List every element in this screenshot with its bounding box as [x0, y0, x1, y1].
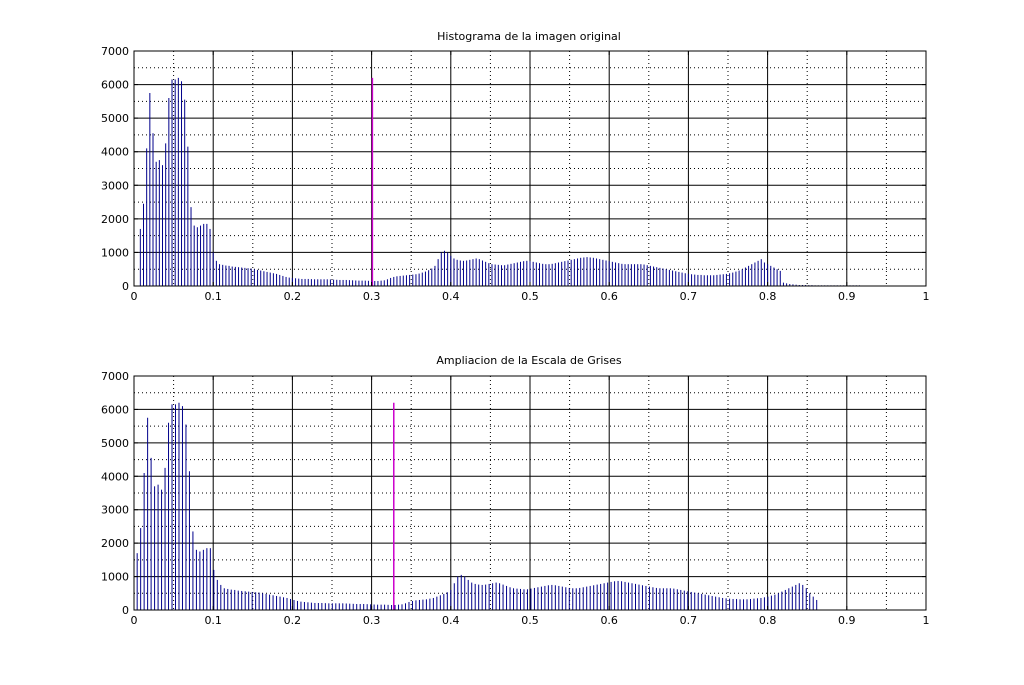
x-tick-label: 0.2 — [284, 290, 302, 303]
y-axis: 0 1000 2000 3000 4000 5000 6000 7000 — [101, 45, 926, 293]
x-tick-label: 0.8 — [759, 290, 777, 303]
histogram-expanded-chart: Ampliacion de la Escala de Grises 0 0.1 0.… — [101, 354, 930, 627]
x-tick-label: 0.6 — [600, 290, 618, 303]
bars — [136, 402, 818, 610]
y-tick-label: 4000 — [101, 146, 129, 159]
y-tick-label: 7000 — [101, 45, 129, 58]
chart-title: Ampliacion de la Escala de Grises — [436, 354, 622, 367]
x-tick-label: 1 — [923, 290, 930, 303]
y-tick-label: 5000 — [101, 112, 129, 125]
histogram-original-chart: Histograma de la imagen original 0 0.1 0.2… — [101, 30, 930, 303]
x-tick-label: 0.9 — [838, 290, 856, 303]
x-tick-label: 0.7 — [680, 290, 698, 303]
bars — [139, 77, 860, 286]
x-tick-label: 0.9 — [838, 614, 856, 627]
y-tick-label: 1000 — [101, 246, 129, 259]
y-tick-label: 2000 — [101, 213, 129, 226]
y-tick-label: 7000 — [101, 370, 129, 383]
x-tick-label: 0 — [131, 614, 138, 627]
x-tick-label: 0.5 — [521, 290, 539, 303]
x-tick-label: 0.1 — [204, 614, 222, 627]
x-axis: 0 0.1 0.2 0.3 0.4 0.5 0.6 0.7 0.8 0.9 1 — [131, 51, 930, 303]
y-tick-label: 1000 — [101, 571, 129, 584]
x-tick-label: 0.3 — [363, 290, 381, 303]
y-tick-label: 6000 — [101, 403, 129, 416]
x-tick-label: 1 — [923, 614, 930, 627]
y-tick-label: 0 — [122, 280, 129, 293]
grid — [134, 51, 926, 286]
y-tick-label: 5000 — [101, 437, 129, 450]
x-tick-label: 0.4 — [442, 290, 460, 303]
y-tick-label: 6000 — [101, 79, 129, 92]
y-tick-label: 4000 — [101, 470, 129, 483]
y-tick-label: 3000 — [101, 179, 129, 192]
chart-title: Histograma de la imagen original — [437, 30, 621, 43]
y-axis: 0 1000 2000 3000 4000 5000 6000 7000 — [101, 370, 926, 617]
x-tick-label: 0.7 — [680, 614, 698, 627]
grid — [134, 376, 926, 610]
x-tick-label: 0.6 — [600, 614, 618, 627]
y-tick-label: 2000 — [101, 537, 129, 550]
x-tick-label: 0.5 — [521, 614, 539, 627]
x-tick-label: 0 — [131, 290, 138, 303]
x-tick-label: 0.1 — [204, 290, 222, 303]
x-tick-label: 0.2 — [284, 614, 302, 627]
y-tick-label: 3000 — [101, 504, 129, 517]
x-axis: 0 0.1 0.2 0.3 0.4 0.5 0.6 0.7 0.8 0.9 1 — [131, 376, 930, 627]
y-tick-label: 0 — [122, 604, 129, 617]
x-tick-label: 0.3 — [363, 614, 381, 627]
x-tick-label: 0.4 — [442, 614, 460, 627]
x-tick-label: 0.8 — [759, 614, 777, 627]
